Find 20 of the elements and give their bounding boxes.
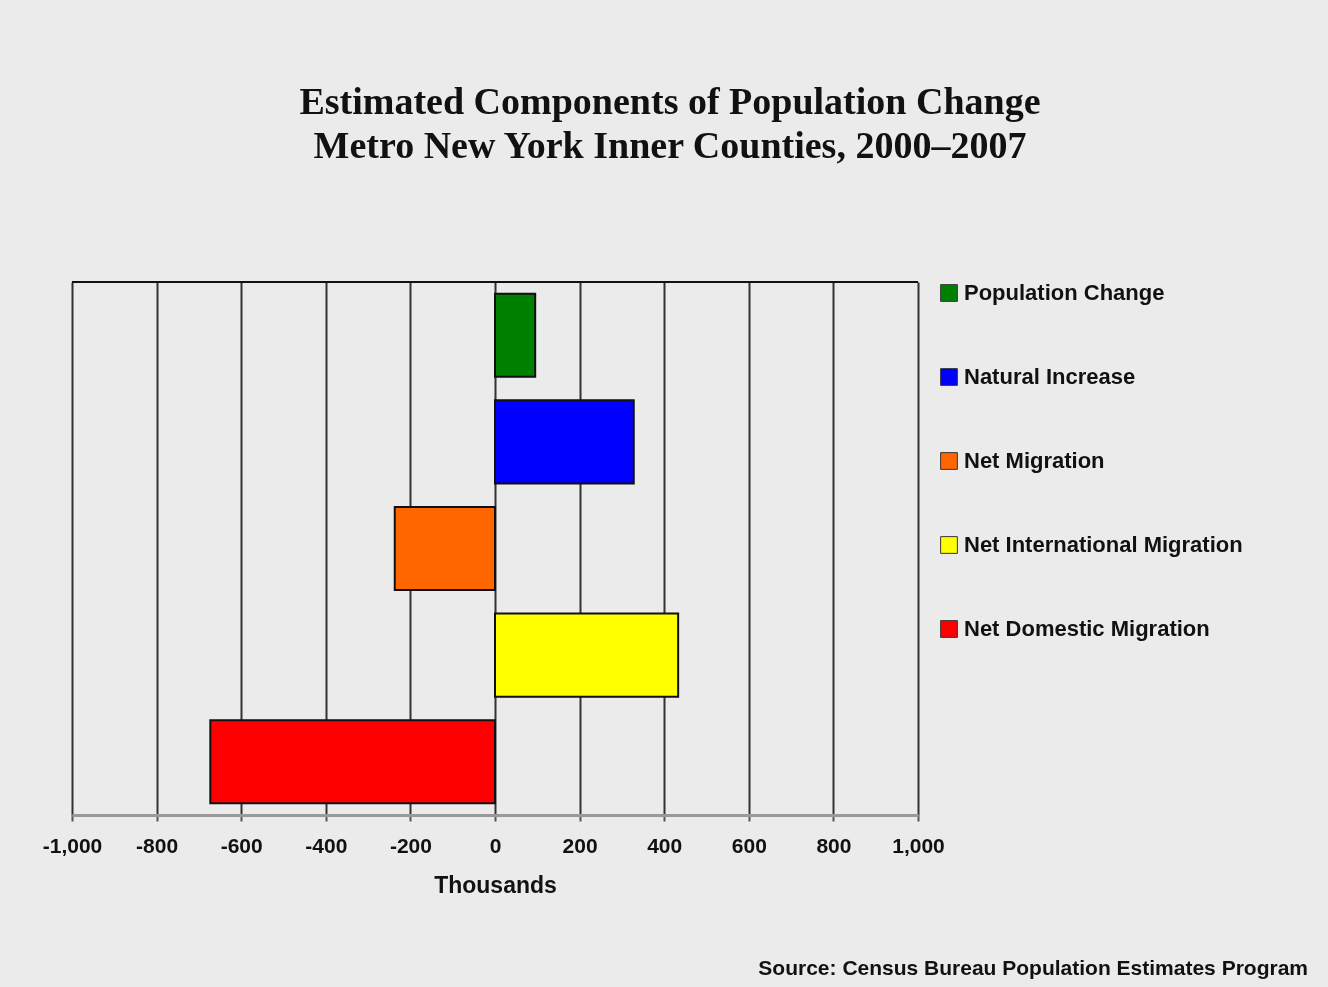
x-tick-label: -400 [305, 833, 348, 857]
x-tick-label: 800 [816, 833, 852, 857]
legend-label: Natural Increase [964, 364, 1136, 389]
x-tick-label: -800 [136, 833, 179, 857]
x-tick-label: -600 [220, 833, 263, 857]
chart-title: Estimated Components of Population Change [299, 80, 1041, 122]
x-tick-label: -200 [389, 833, 432, 857]
x-tick-label: 200 [562, 833, 598, 857]
legend-label: Population Change [964, 280, 1165, 305]
legend-label: Net Migration [964, 448, 1105, 473]
x-tick-label: -1,000 [42, 833, 103, 857]
x-axis-title: Thousands [434, 871, 557, 898]
x-tick-label: 1,000 [892, 833, 945, 857]
chart-subtitle: Metro New York Inner Counties, 2000–2007 [313, 124, 1027, 166]
source-note: Source: Census Bureau Population Estimates Program [758, 956, 1308, 979]
x-tick-label: 400 [647, 833, 683, 857]
legend-label: Net Domestic Migration [964, 616, 1210, 641]
x-tick-label: 0 [489, 833, 502, 857]
x-tick-label: 600 [731, 833, 767, 857]
legend-label: Net International Migration [964, 532, 1243, 557]
